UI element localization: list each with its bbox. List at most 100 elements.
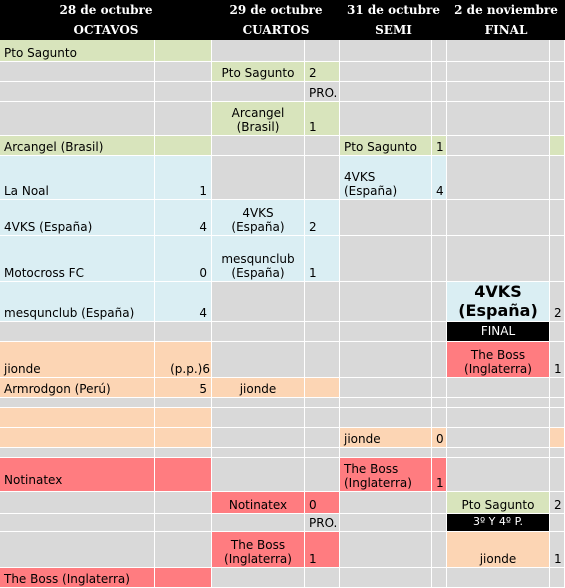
empty-cell	[432, 532, 447, 568]
empty-cell	[447, 398, 550, 408]
round-date: 31 de octubre	[340, 0, 447, 20]
champion: 4VKS (España)	[447, 282, 550, 322]
empty-cell	[212, 40, 305, 62]
empty-cell	[305, 40, 340, 62]
empty-cell	[432, 378, 447, 398]
empty-cell	[447, 200, 550, 236]
empty-cell	[432, 514, 447, 532]
empty-cell	[340, 282, 432, 322]
score: 1	[550, 532, 565, 568]
empty-cell	[550, 408, 565, 428]
team: Pto Sagunto	[212, 62, 305, 82]
empty-cell	[340, 342, 432, 378]
team: jionde	[0, 342, 155, 378]
empty-cell	[212, 342, 305, 378]
empty-cell	[212, 398, 305, 408]
score: 0	[305, 492, 340, 514]
note: PRO.	[305, 514, 340, 532]
score: 5	[155, 378, 212, 398]
empty-cell	[305, 568, 340, 588]
empty-cell	[432, 322, 447, 342]
team: The Boss (Inglaterra)	[212, 532, 305, 568]
empty-cell	[0, 102, 155, 136]
score: 4	[432, 156, 447, 200]
empty-cell	[212, 568, 305, 588]
empty-cell	[155, 492, 212, 514]
empty-cell	[432, 398, 447, 408]
empty-cell	[212, 82, 305, 102]
note: PRO.	[305, 82, 340, 102]
empty-cell	[432, 102, 447, 136]
score: 0	[155, 236, 212, 282]
empty-cell	[212, 136, 305, 156]
team: La Noal	[0, 156, 155, 200]
empty-cell	[447, 568, 550, 588]
empty-cell	[550, 236, 565, 282]
empty-cell	[447, 458, 550, 492]
empty-cell	[550, 458, 565, 492]
third-place-label: 3º Y 4º P.	[447, 514, 550, 532]
empty-cell	[447, 408, 550, 428]
team: 4VKS (España)	[212, 200, 305, 236]
empty-cell	[155, 532, 212, 568]
team: The Boss (Inglaterra)	[447, 342, 550, 378]
empty-cell	[550, 156, 565, 200]
empty-cell	[305, 156, 340, 200]
empty-cell	[550, 322, 565, 342]
round-name: CUARTOS	[212, 20, 340, 40]
score: (p.p.)6	[155, 342, 212, 378]
round-date: 2 de noviembre	[447, 0, 565, 20]
empty-cell	[550, 82, 565, 102]
empty-cell	[432, 282, 447, 322]
empty-cell	[550, 40, 565, 62]
empty-cell	[447, 428, 550, 448]
empty-cell	[447, 102, 550, 136]
cell	[155, 428, 212, 448]
empty-cell	[432, 236, 447, 282]
empty-cell	[340, 514, 432, 532]
team: jionde	[447, 532, 550, 568]
empty-cell	[212, 514, 305, 532]
empty-cell	[0, 448, 155, 458]
empty-cell	[432, 492, 447, 514]
empty-cell	[432, 40, 447, 62]
empty-cell	[550, 568, 565, 588]
cell	[0, 428, 155, 448]
team: jionde	[340, 428, 432, 448]
empty-cell	[447, 156, 550, 200]
empty-cell	[212, 322, 305, 342]
score: 2	[305, 200, 340, 236]
empty-cell	[447, 448, 550, 458]
score: 2	[305, 62, 340, 82]
team: The Boss (Inglaterra)	[340, 458, 432, 492]
score	[155, 40, 212, 62]
empty-cell	[155, 62, 212, 82]
score	[155, 136, 212, 156]
round-date: 28 de octubre	[0, 0, 212, 20]
empty-cell	[432, 448, 447, 458]
empty-cell	[305, 428, 340, 448]
team: Pto Sagunto	[447, 492, 550, 514]
cell	[0, 408, 155, 428]
empty-cell	[447, 40, 550, 62]
empty-cell	[432, 62, 447, 82]
team: Arcangel (Brasil)	[0, 136, 155, 156]
empty-cell	[447, 236, 550, 282]
empty-cell	[340, 62, 432, 82]
empty-cell	[0, 398, 155, 408]
empty-cell	[155, 398, 212, 408]
team: Armrodgon (Perú)	[0, 378, 155, 398]
team: mesqunclub (España)	[0, 282, 155, 322]
team: 4VKS (España)	[340, 156, 432, 200]
empty-cell	[340, 200, 432, 236]
team: Notinatex	[0, 458, 155, 492]
empty-cell	[447, 62, 550, 82]
empty-cell	[432, 568, 447, 588]
empty-cell	[340, 492, 432, 514]
empty-cell	[212, 408, 305, 428]
round-name: SEMI	[340, 20, 447, 40]
score	[155, 458, 212, 492]
score: 1	[305, 532, 340, 568]
empty-cell	[0, 492, 155, 514]
